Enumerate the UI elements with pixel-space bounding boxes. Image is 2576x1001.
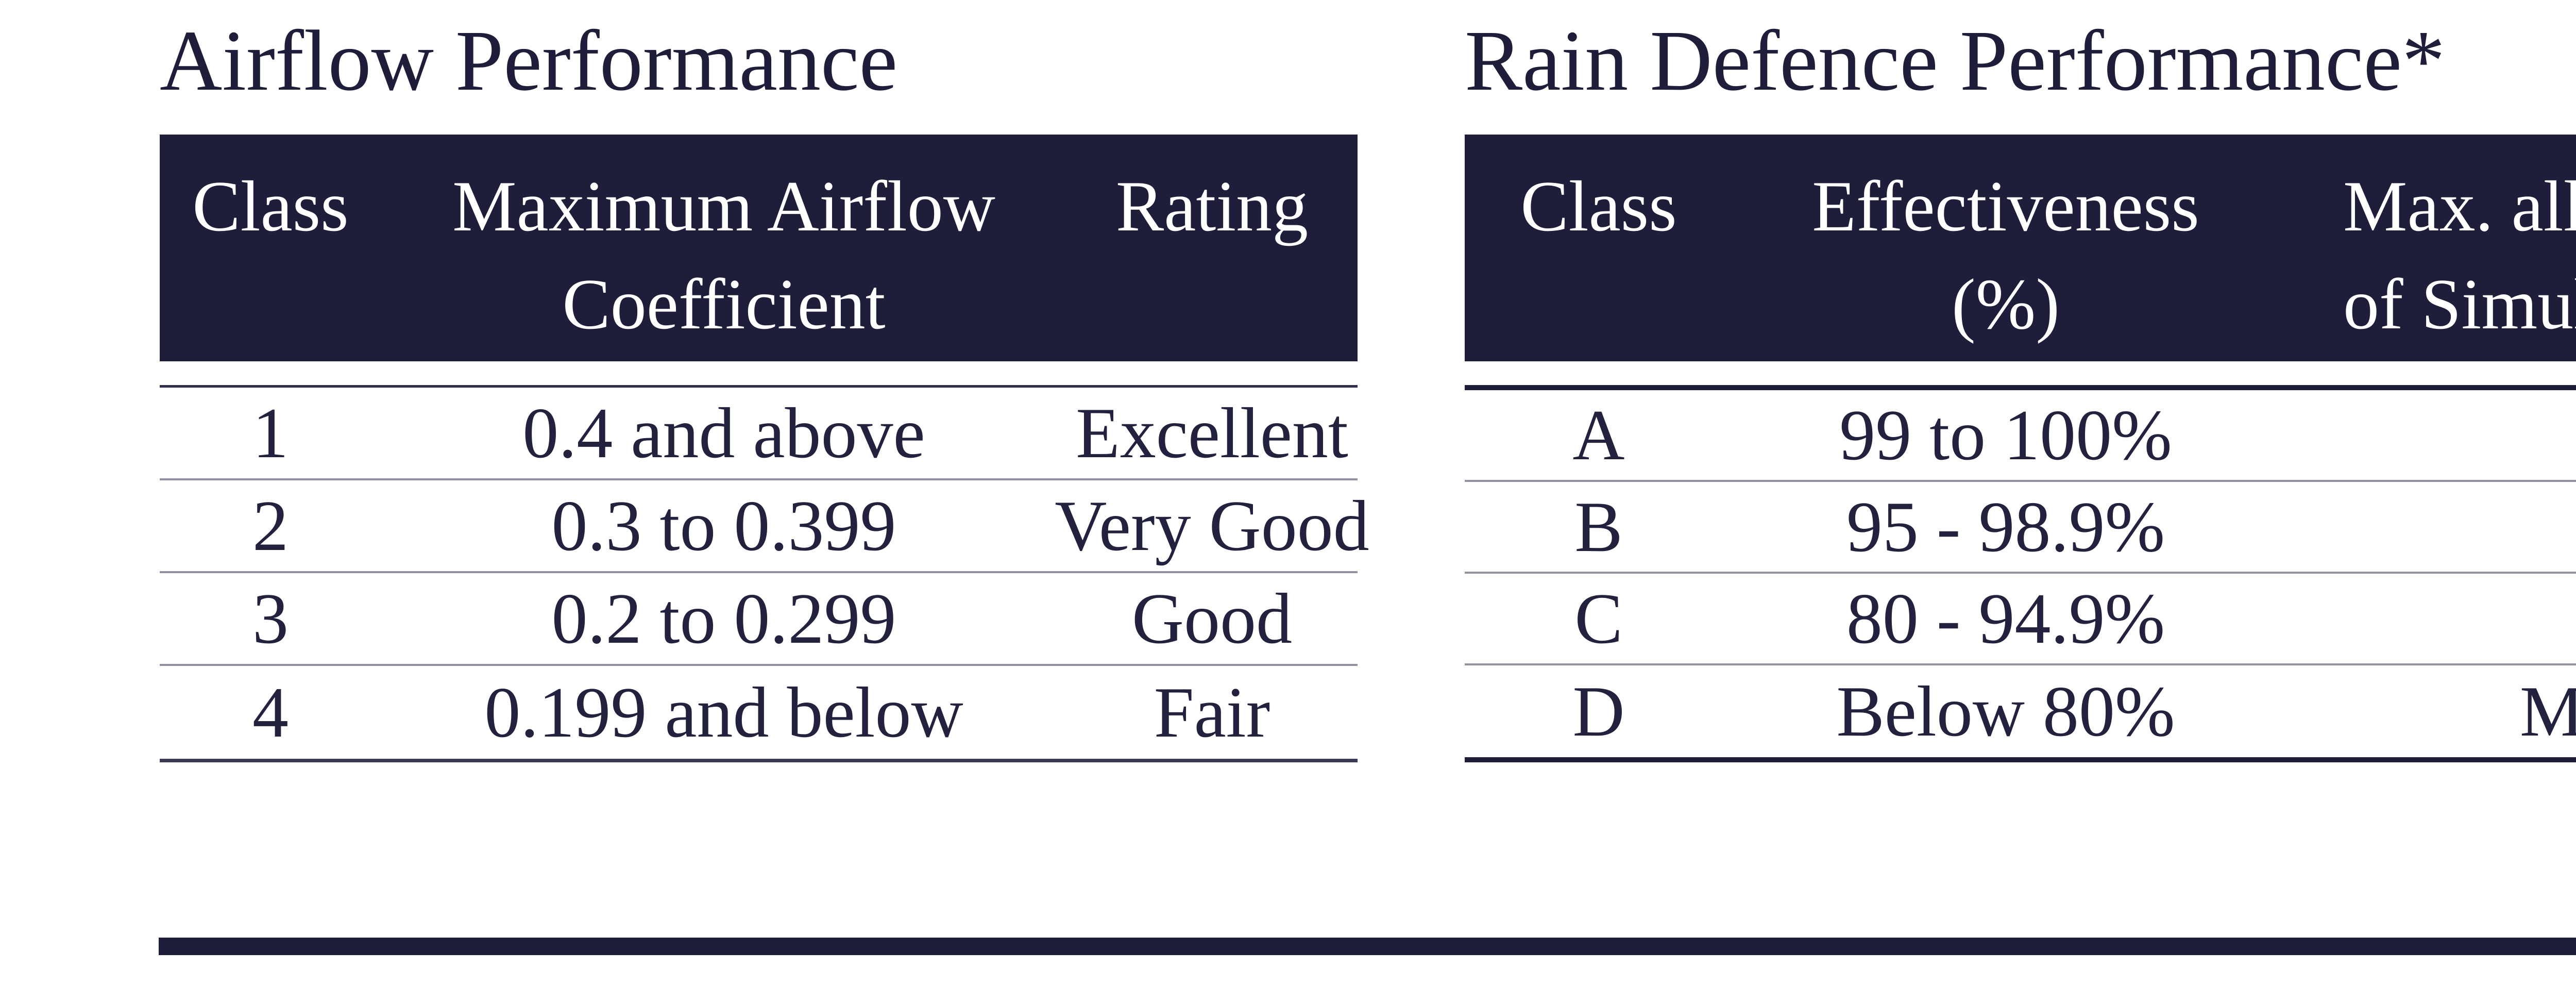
header-line: Effectiveness	[1812, 166, 2199, 246]
cell-effectiveness: 95 - 98.9%	[1846, 487, 2165, 567]
cell-effectiveness: 99 to 100%	[1839, 395, 2172, 475]
rain-table-header-row: Class Effectiveness (%) Max. allowed Pen…	[1465, 135, 2576, 361]
cell-effectiveness: 80 - 94.9%	[1846, 578, 2165, 659]
cell-rating: Fair	[1154, 672, 1270, 753]
cell-class: 3	[252, 578, 289, 659]
bottom-divider-bar	[159, 938, 2576, 955]
cell-rating: Excellent	[1076, 393, 1348, 473]
cell-class: C	[1574, 578, 1623, 659]
rain-column-header-penetration: Max. allowed Penetration of Simulated Ra…	[2279, 135, 2576, 361]
header-line: Class	[1520, 166, 1677, 246]
cell-penetration: 15	[2279, 574, 2576, 663]
cell-coefficient: 0.4 and above	[522, 393, 925, 473]
cell-class: 2	[252, 486, 289, 566]
cell-class: A	[1572, 395, 1625, 475]
table-row: B 95 - 98.9% 3.75 Good	[1465, 482, 2576, 574]
rain-section-title: Rain Defence Performance*	[1465, 13, 2446, 109]
airflow-column-header-rating: Rating	[1066, 135, 1358, 361]
header-line: Rating	[1115, 166, 1309, 246]
airflow-table-body: 1 0.4 and above Excellent 2 0.3 to 0.399…	[160, 385, 1369, 762]
table-row: 2 0.3 to 0.399 Very Good	[160, 480, 1369, 573]
airflow-section-title: Airflow Performance	[160, 13, 898, 109]
rain-column-header-class: Class	[1465, 135, 1733, 361]
airflow-column-header-class: Class	[160, 135, 381, 361]
table-row: A 99 to 100% 0.75 Excellent	[1465, 390, 2576, 482]
table-row: 4 0.199 and below Fair	[160, 666, 1358, 759]
cell-penetration: 0.75	[2279, 390, 2576, 480]
cell-penetration: More than 15	[2519, 671, 2576, 752]
airflow-table-header-row: Class Maximum Airflow Coefficient Rating	[160, 135, 1358, 361]
header-line: Max. allowed Penetration	[2343, 166, 2576, 246]
table-row: 1 0.4 and above Excellent	[160, 388, 1358, 480]
rain-column-header-effectiveness: Effectiveness (%)	[1733, 135, 2279, 361]
table-row: C 80 - 94.9% 15 Fair	[1465, 574, 2576, 665]
header-line: Maximum Airflow	[452, 166, 995, 246]
cell-class: B	[1574, 487, 1623, 567]
cell-class: D	[1572, 671, 1625, 752]
cell-coefficient: 0.199 and below	[484, 672, 963, 753]
table-row: D Below 80% More than 15 not applicable	[1465, 665, 2576, 757]
cell-penetration: 3.75	[2279, 482, 2576, 572]
header-line: of Simulated Rain (l/hr/m2)	[2343, 264, 2576, 344]
table-row: 3 0.2 to 0.299 Good	[160, 573, 1358, 666]
header-line: Class	[192, 166, 349, 246]
cell-class: 1	[252, 393, 289, 473]
cell-class: 4	[252, 672, 289, 753]
header-line: Coefficient	[562, 264, 886, 344]
cell-effectiveness: Below 80%	[1836, 671, 2175, 752]
header-line: (%)	[1952, 264, 2060, 344]
cell-coefficient: 0.2 to 0.299	[551, 578, 896, 659]
airflow-column-header-coefficient: Maximum Airflow Coefficient	[381, 135, 1066, 361]
cell-rating: Good	[1131, 578, 1293, 659]
cell-coefficient: 0.3 to 0.399	[551, 486, 896, 566]
rain-table-body: A 99 to 100% 0.75 Excellent B 95 - 98.9%…	[1465, 385, 2576, 762]
cell-rating: Very Good	[1055, 486, 1369, 566]
